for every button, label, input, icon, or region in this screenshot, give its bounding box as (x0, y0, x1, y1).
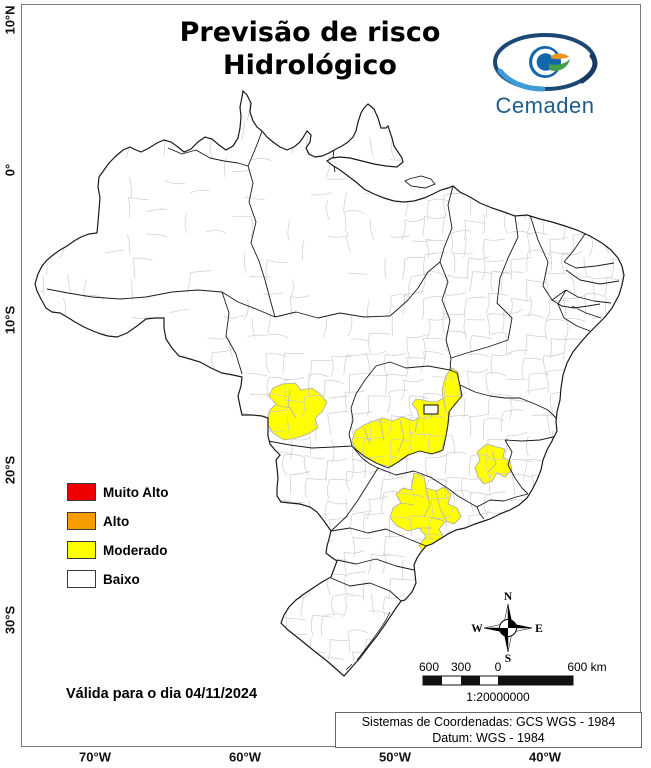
lon-label-50w: 50°W (379, 749, 411, 765)
legend-item-baixo: Baixo (67, 570, 168, 588)
lat-label-10n: 10°N (2, 5, 18, 35)
compass-rose: N S W E (471, 591, 543, 665)
legend-item-moderado: Moderado (67, 541, 168, 559)
legend-label-alto: Alto (103, 513, 130, 529)
lat-label-10s: 10°S (2, 305, 18, 335)
datum-line: Datum: WGS - 1984 (432, 731, 545, 745)
distrito-federal (423, 404, 439, 415)
page-title: Previsão de risco Hidrológico (150, 16, 470, 82)
patos-lagoon (345, 611, 391, 671)
compass-east-label: E (535, 623, 543, 635)
lat-label-0: 0° (2, 163, 18, 177)
cemaden-logo: Cemaden (493, 33, 598, 118)
scale-ratio: 1:20000000 (466, 690, 530, 704)
scale-tick-600-right: 600 km (567, 660, 606, 674)
scale-bar: 600 300 0 600 km 1:20000000 (419, 660, 607, 704)
brazil-landmass (35, 91, 624, 676)
lat-label-30s: 30°S (2, 605, 18, 635)
lon-label-60w: 60°W (229, 749, 261, 765)
state-boundaries (46, 130, 620, 602)
marajo-island (404, 175, 436, 189)
cemaden-eye-icon (493, 33, 598, 92)
title-line-1: Previsão de risco (179, 17, 441, 48)
legend-swatch-moderado (67, 541, 96, 559)
legend-item-alto: Alto (67, 512, 168, 530)
risk-legend: Muito Alto Alto Moderado Baixo (67, 483, 168, 599)
lat-label-20s: 20°S (2, 455, 18, 485)
legend-swatch-muito-alto (67, 483, 96, 501)
brazil-outline (34, 89, 625, 677)
cemaden-wordmark: Cemaden (496, 93, 595, 118)
scale-tick-0: 0 (495, 660, 502, 674)
compass-south-label: S (505, 653, 511, 665)
compass-west-label: W (471, 623, 483, 635)
title-line-2: Hidrológico (223, 50, 397, 81)
risk-region-rondonia (266, 382, 328, 441)
validity-date: Válida para o dia 04/11/2024 (66, 686, 258, 702)
coordinate-system-line: Sistemas de Coordenadas: GCS WGS - 1984 (361, 715, 616, 729)
compass-north-label: N (504, 591, 513, 603)
legend-label-moderado: Moderado (103, 542, 168, 558)
legend-item-muito-alto: Muito Alto (67, 483, 168, 501)
legend-label-baixo: Baixo (103, 571, 140, 587)
scale-tick-600-left: 600 (419, 660, 439, 674)
legend-swatch-alto (67, 512, 96, 530)
scale-tick-300: 300 (451, 660, 471, 674)
legend-swatch-baixo (67, 570, 96, 588)
lon-label-40w: 40°W (529, 749, 561, 765)
legend-label-muito-alto: Muito Alto (103, 484, 169, 500)
coordinate-system-box: Sistemas de Coordenadas: GCS WGS - 1984 … (335, 712, 642, 748)
lon-label-70w: 70°W (79, 749, 111, 765)
